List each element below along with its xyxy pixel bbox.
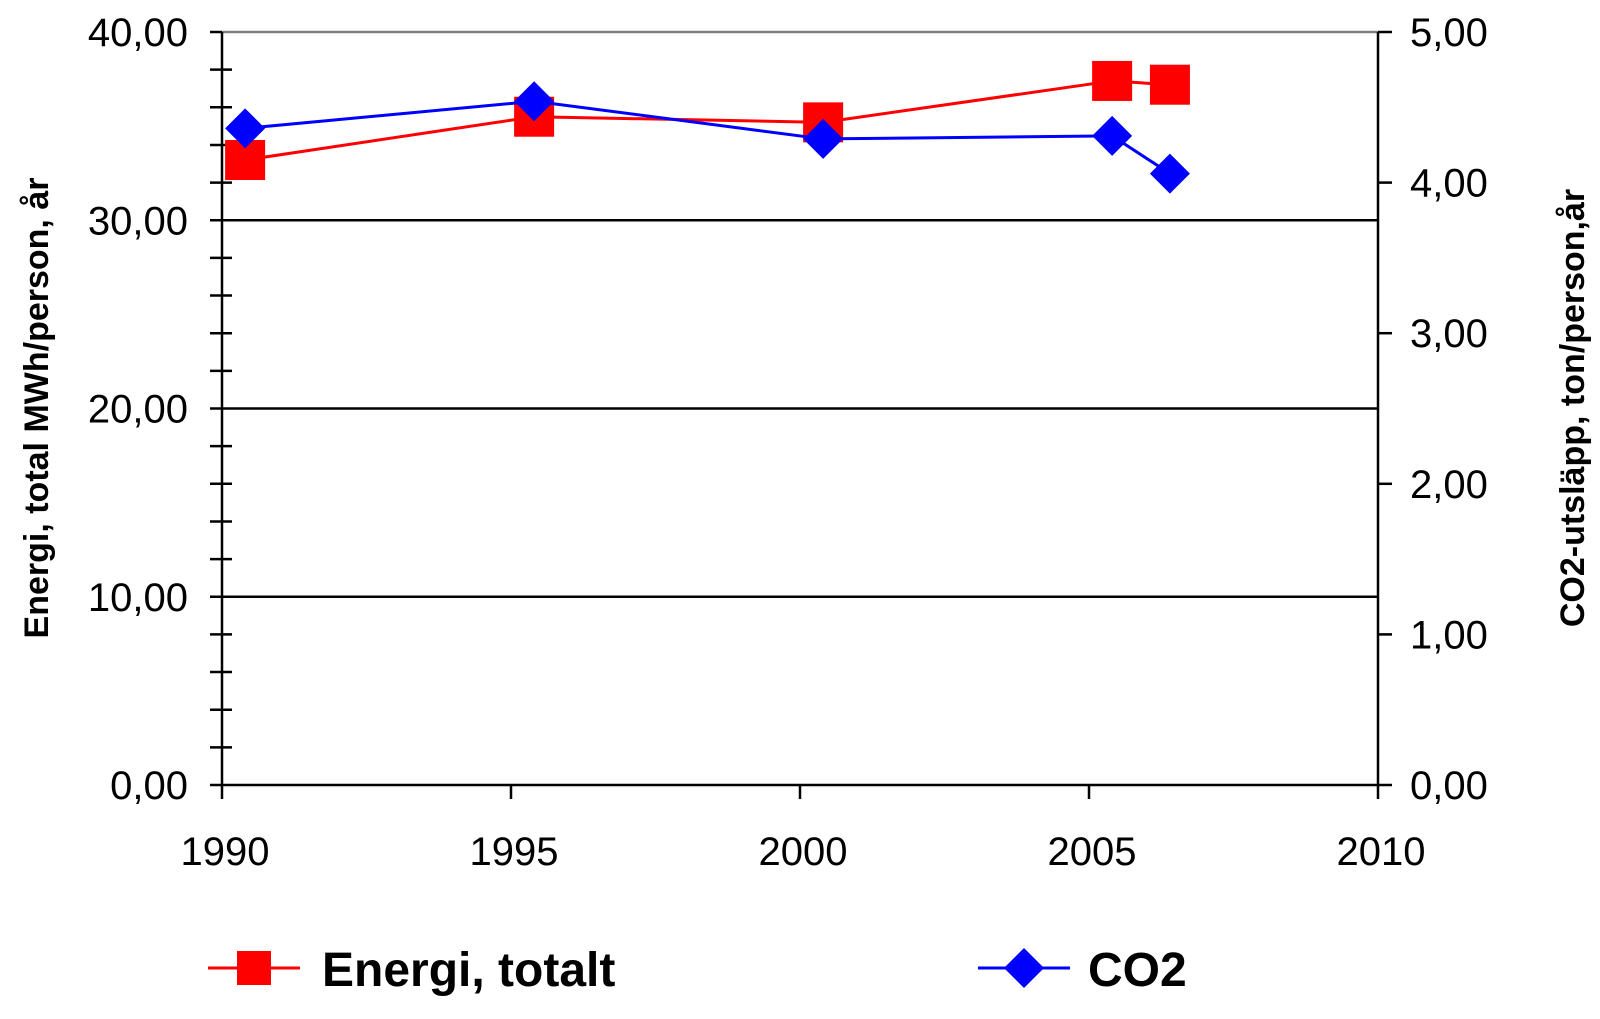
legend-square-marker-icon [237,951,271,985]
right-y-tick-label: 3,00 [1410,312,1488,356]
right-y-tick-label: 5,00 [1410,11,1488,55]
x-axis-ticks: 1990 1995 2000 2005 2010 [181,785,1426,874]
co2-data-point [1092,115,1133,156]
legend-item-energi: Energi, totalt [208,944,615,997]
legend-item-co2: CO2 [978,944,1187,997]
series-line-energi [244,79,1171,162]
left-y-tick-label: 20,00 [88,388,188,432]
co2-data-point [225,108,266,149]
left-y-axis-ticks: 0,00 10,00 20,00 30,00 40,00 [88,11,232,808]
left-y-axis-title: Energi, total MWh/person, år [18,178,56,639]
x-tick-label: 2000 [759,830,848,874]
left-y-tick-label: 10,00 [88,576,188,620]
legend: Energi, totalt CO2 [208,944,1187,997]
legend-label-energi: Energi, totalt [322,944,615,997]
energi-data-point [1092,60,1133,101]
x-tick-label: 1995 [470,830,559,874]
right-y-tick-label: 1,00 [1410,613,1488,657]
co2-data-point [514,81,555,122]
right-y-tick-label: 4,00 [1410,162,1488,206]
co2-data-point [803,118,844,159]
x-tick-label: 2005 [1048,830,1137,874]
legend-diamond-marker-icon [1004,948,1044,988]
left-y-tick-label: 0,00 [110,764,188,808]
right-y-tick-label: 0,00 [1410,764,1488,808]
right-y-axis-title: CO2-utsläpp, ton/person,år [1554,189,1592,627]
left-y-tick-label: 30,00 [88,199,188,243]
left-y-tick-label: 40,00 [88,11,188,55]
energi-data-point [1149,64,1190,105]
legend-label-co2: CO2 [1088,944,1187,997]
co2-data-point [1149,153,1190,194]
right-y-axis-ticks: 0,00 1,00 2,00 3,00 4,00 5,00 [1378,11,1488,808]
right-y-tick-label: 2,00 [1410,463,1488,507]
data-series [225,60,1190,194]
x-tick-label: 2010 [1337,830,1426,874]
series-line-co2 [244,99,1171,175]
gridlines [222,30,1378,598]
x-tick-label: 1990 [181,830,270,874]
